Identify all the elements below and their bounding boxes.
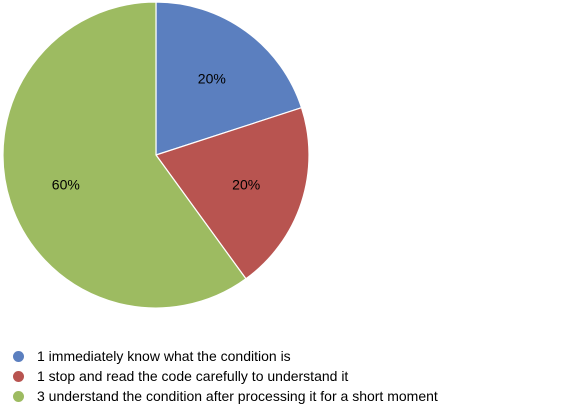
legend-label-stop-and-read: 1 stop and read the code carefully to un… — [37, 368, 349, 384]
pie-slice-label-understand-after-processing: 60% — [52, 176, 80, 192]
legend-item-immediately-know: 1 immediately know what the condition is — [13, 346, 438, 366]
pie-slice-stop-and-read — [155, 107, 310, 280]
legend-swatch-immediately-know — [13, 350, 24, 362]
legend-label-understand-after-processing: 3 understand the condition after process… — [37, 388, 438, 404]
pie-slice-labels: 20% 20% 60% — [52, 70, 260, 192]
legend-label-immediately-know: 1 immediately know what the condition is — [37, 348, 291, 364]
chart-legend: 1 immediately know what the condition is… — [13, 346, 438, 406]
pie-slices — [2, 1, 310, 309]
legend-item-understand-after-processing: 3 understand the condition after process… — [13, 386, 438, 406]
legend-item-stop-and-read: 1 stop and read the code carefully to un… — [13, 366, 438, 386]
legend-swatch-understand-after-processing — [13, 390, 24, 402]
pie-slice-immediately-know — [155, 1, 303, 156]
pie-slice-label-immediately-know: 20% — [198, 70, 226, 86]
pie-slice-understand-after-processing — [2, 1, 247, 309]
legend-swatch-stop-and-read — [13, 370, 24, 382]
pie-slice-label-stop-and-read: 20% — [232, 176, 260, 192]
